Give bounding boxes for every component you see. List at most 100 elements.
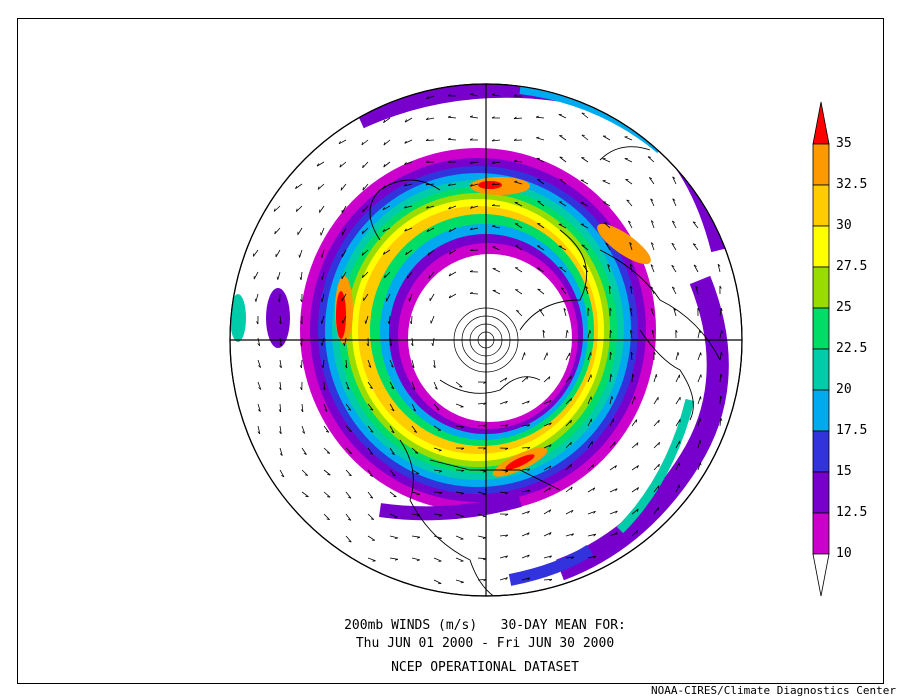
wind-vector-head	[615, 510, 618, 514]
wind-vector	[341, 271, 347, 280]
wind-vector-head	[391, 408, 395, 412]
wind-vector-head	[382, 228, 385, 232]
wind-vector-head	[447, 94, 451, 97]
wind-vector-head	[655, 374, 658, 378]
wind-vector-head	[278, 299, 281, 303]
wind-vector-head	[438, 450, 442, 452]
wind-vector	[426, 117, 435, 120]
wind-vector	[275, 249, 281, 258]
wind-vector	[671, 242, 677, 251]
wind-vector	[629, 242, 633, 251]
wind-vector	[382, 227, 391, 233]
wind-vector-head	[403, 183, 407, 187]
wind-vector-head	[527, 468, 531, 472]
wind-vector-head	[469, 115, 474, 118]
wind-vector-head	[426, 96, 429, 99]
wind-vector	[514, 181, 523, 185]
wind-vector-head	[404, 140, 407, 144]
wind-vector	[389, 381, 395, 390]
wind-vector	[605, 242, 611, 251]
wind-vector-head	[348, 430, 352, 432]
wind-vector-head	[672, 286, 676, 289]
wind-vector	[367, 425, 374, 433]
wind-vector-head	[370, 430, 374, 433]
wind-vector	[587, 464, 594, 471]
wind-vector	[279, 425, 282, 434]
wind-vector	[499, 534, 508, 537]
wind-vector-head	[438, 514, 443, 517]
wind-vector-head	[322, 387, 326, 391]
wind-vector-head	[653, 351, 656, 355]
wind-vector	[279, 469, 285, 478]
wind-vector	[581, 157, 589, 163]
wind-vector-head	[364, 320, 367, 324]
wind-vector	[470, 227, 479, 231]
colorbar-band-30-32.5	[812, 184, 830, 227]
wind-vector-head	[426, 229, 429, 233]
wind-vector	[671, 220, 677, 229]
wind-vector-head	[339, 164, 342, 168]
wind-vector	[301, 425, 306, 434]
wind-vector-head	[303, 452, 307, 455]
wind-vector	[411, 535, 420, 538]
wind-vector	[404, 161, 413, 165]
wind-vector-head	[405, 251, 408, 255]
wind-vector	[629, 308, 633, 317]
wind-vector	[389, 425, 395, 434]
colorbar-band-22.5-25	[812, 307, 830, 350]
wind-vector	[521, 400, 530, 405]
wind-vector-head	[604, 222, 608, 224]
wind-vector-head	[535, 115, 539, 118]
wind-vector-head	[527, 447, 531, 450]
wind-vector	[672, 176, 677, 185]
wind-vector-head	[650, 198, 654, 201]
wind-vector-head	[447, 160, 451, 163]
wind-vector	[455, 425, 464, 428]
wind-vector	[558, 201, 567, 207]
wind-vector	[341, 249, 347, 258]
wind-vector	[653, 507, 659, 515]
wind-vector-head	[448, 251, 452, 255]
wind-vector-head	[491, 93, 496, 96]
wind-vector-head	[549, 444, 552, 448]
wind-vector	[675, 484, 680, 493]
wind-vector	[602, 180, 611, 185]
wind-vector-head	[504, 492, 509, 495]
wind-vector-head	[629, 329, 633, 333]
wind-vector-head	[416, 559, 420, 562]
wind-vector	[321, 337, 325, 346]
wind-vector-head	[581, 112, 585, 114]
wind-vector	[477, 402, 486, 405]
wind-vector-head	[700, 352, 702, 356]
wind-vector	[411, 447, 419, 454]
wind-vector-head	[593, 511, 596, 514]
wind-vector	[629, 264, 633, 273]
wind-vector-head	[585, 286, 589, 289]
wind-vector	[565, 533, 574, 537]
wind-vector-head	[505, 534, 509, 538]
wind-vector	[521, 352, 525, 361]
wind-vector	[426, 227, 435, 233]
wind-vector-head	[447, 115, 451, 118]
wind-vector-head	[279, 365, 282, 369]
wind-vector	[602, 201, 611, 207]
wind-vector	[279, 381, 282, 390]
wind-vector-head	[527, 577, 530, 581]
wind-vector	[697, 440, 701, 449]
wind-vector-head	[692, 221, 696, 224]
wind-vector-head	[413, 430, 417, 433]
wind-vector	[626, 199, 633, 207]
wind-vector-head	[651, 242, 654, 245]
wind-vector	[295, 183, 303, 190]
wind-vector	[587, 555, 596, 559]
wind-vector-head	[514, 180, 518, 183]
colorbar-band-15-17.5	[812, 430, 830, 473]
wind-vector-head	[491, 138, 495, 142]
wind-vector	[386, 293, 391, 302]
wind-vector-head	[343, 342, 345, 346]
wind-vector-head	[368, 365, 372, 368]
wind-vector	[609, 510, 618, 515]
wind-vector-head	[299, 365, 302, 369]
wind-vector	[340, 183, 347, 191]
wind-vector	[323, 513, 330, 520]
